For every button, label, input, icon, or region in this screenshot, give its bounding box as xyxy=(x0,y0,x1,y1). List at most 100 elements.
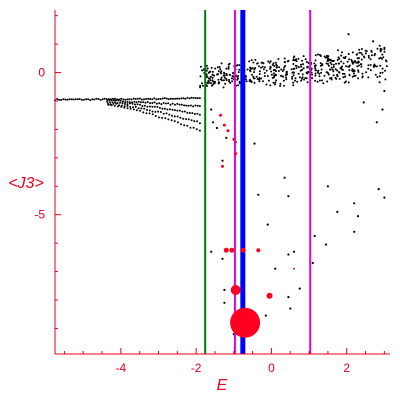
band-point xyxy=(83,98,85,101)
cloud-point xyxy=(256,78,259,80)
cloud-point xyxy=(277,70,280,72)
cloud-point xyxy=(253,68,256,71)
cloud-point xyxy=(254,58,257,61)
band-point xyxy=(140,98,143,101)
scatter-point xyxy=(215,126,218,130)
cloud-point xyxy=(307,71,310,73)
scatter-point xyxy=(292,250,296,253)
cloud-point xyxy=(340,60,343,63)
cloud-point xyxy=(337,49,339,52)
cloud-point xyxy=(375,65,378,68)
band-point xyxy=(141,105,144,107)
band-point xyxy=(178,97,181,100)
band-point xyxy=(124,103,126,105)
band-point xyxy=(72,98,75,101)
x-axis-title: E xyxy=(217,377,228,394)
band-point xyxy=(121,100,124,103)
cloud-point xyxy=(285,70,288,73)
band-point xyxy=(186,96,189,99)
y-axis-title: <J3> xyxy=(8,175,44,192)
cloud-point xyxy=(225,74,228,77)
cloud-point xyxy=(272,72,275,75)
cloud-point xyxy=(317,53,319,56)
cloud-point xyxy=(357,77,360,80)
band-point xyxy=(198,129,201,132)
cloud-point xyxy=(249,69,252,72)
band-point xyxy=(185,118,187,121)
band-point xyxy=(112,102,115,105)
cloud-point xyxy=(382,56,385,59)
cloud-point xyxy=(292,84,295,87)
cloud-point xyxy=(360,58,363,61)
cloud-point xyxy=(304,77,307,79)
band-point xyxy=(184,97,187,100)
cloud-point xyxy=(367,54,370,57)
cloud-point xyxy=(207,80,210,82)
band-point xyxy=(95,97,98,100)
cloud-point xyxy=(320,71,323,74)
scatter-point xyxy=(326,185,329,188)
cloud-point xyxy=(303,78,305,81)
cloud-point xyxy=(214,67,217,70)
cloud-point xyxy=(267,60,270,63)
scatter-point xyxy=(283,176,286,179)
cloud-point xyxy=(381,57,383,60)
band-point xyxy=(198,113,201,116)
cloud-points xyxy=(199,44,388,89)
scatter-point xyxy=(287,296,290,299)
cloud-point xyxy=(327,64,330,67)
cloud-point xyxy=(301,68,304,71)
scatter-point xyxy=(223,301,226,304)
cloud-point xyxy=(262,80,264,83)
cloud-point xyxy=(229,81,232,84)
scatter-point xyxy=(210,108,213,111)
band-point xyxy=(126,98,129,101)
band-point xyxy=(70,98,73,101)
band-point xyxy=(108,99,111,102)
cloud-point xyxy=(302,55,305,58)
cloud-point xyxy=(357,60,360,63)
cloud-point xyxy=(356,65,359,68)
cloud-point xyxy=(361,53,364,56)
cloud-point xyxy=(224,82,227,85)
band-point xyxy=(158,102,161,105)
band-point xyxy=(193,120,196,123)
cloud-point xyxy=(211,79,214,82)
scatter-point xyxy=(264,314,267,317)
cloud-point xyxy=(379,64,382,67)
cloud-point xyxy=(378,44,381,47)
highlight-point xyxy=(293,267,295,270)
highlight-point xyxy=(230,285,241,295)
cloud-point xyxy=(258,78,261,81)
cloud-point xyxy=(305,61,308,63)
scatter-point xyxy=(362,101,365,104)
band-point xyxy=(178,103,181,106)
band-point xyxy=(62,98,65,101)
band-point xyxy=(159,111,162,113)
scatter-point xyxy=(383,89,386,93)
cloud-point xyxy=(384,78,387,81)
band-point xyxy=(187,118,190,121)
cloud-point xyxy=(329,61,332,64)
band-point xyxy=(122,98,125,101)
band-point xyxy=(156,105,159,108)
cloud-point xyxy=(261,65,264,68)
highlight-point xyxy=(219,113,223,117)
band-point xyxy=(129,107,132,110)
scatter-point xyxy=(356,215,360,218)
band-point xyxy=(140,107,143,110)
cloud-point xyxy=(270,70,273,73)
band-point xyxy=(195,128,198,131)
band-point xyxy=(119,99,122,102)
band-point xyxy=(165,112,168,115)
band-point xyxy=(68,98,71,101)
cloud-point xyxy=(275,79,277,82)
cloud-point xyxy=(199,65,202,68)
band-point xyxy=(89,99,92,102)
cloud-point xyxy=(292,81,295,84)
band-point xyxy=(109,101,111,104)
cloud-point xyxy=(344,55,347,58)
x-tick-label: 2 xyxy=(343,361,350,375)
cloud-point xyxy=(228,78,230,81)
cloud-point xyxy=(348,65,351,68)
